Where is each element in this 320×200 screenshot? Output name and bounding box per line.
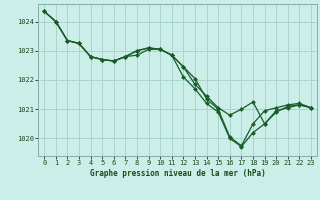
X-axis label: Graphe pression niveau de la mer (hPa): Graphe pression niveau de la mer (hPa) bbox=[90, 169, 266, 178]
